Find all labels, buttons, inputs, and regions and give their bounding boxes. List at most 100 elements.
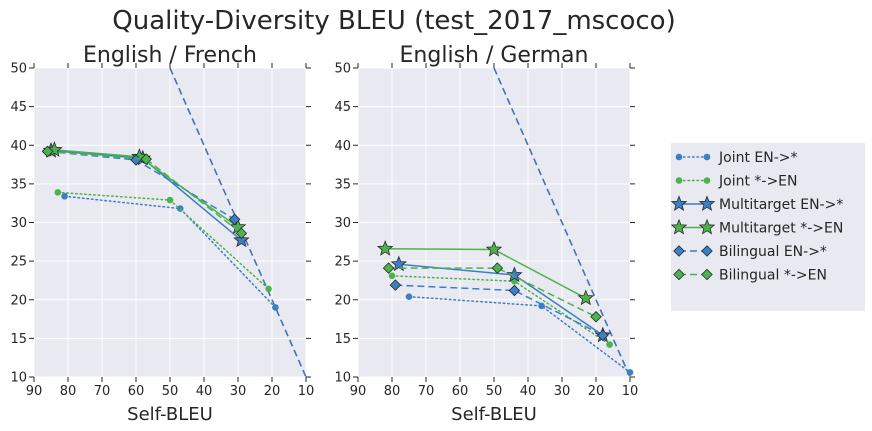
- legend-item-joint-en-to-x: Joint EN->*: [675, 150, 798, 166]
- y-tick-label: 20: [334, 293, 351, 308]
- series-joint-x-to-en: [54, 189, 272, 293]
- x-tick-label: 50: [486, 384, 503, 399]
- series-multitarget-x-to-en: [376, 240, 595, 306]
- data-point: [54, 189, 62, 196]
- legend-marker: [675, 153, 683, 161]
- x-tick-label: 80: [384, 384, 401, 399]
- legend-marker: [703, 177, 711, 184]
- data-point: [233, 231, 250, 248]
- legend-marker: [703, 153, 711, 161]
- y-tick-label: 40: [10, 139, 27, 154]
- legend-marker: [675, 177, 683, 184]
- y-tick-label: 35: [334, 177, 351, 192]
- data-point: [538, 302, 545, 310]
- data-point: [382, 262, 395, 274]
- y-tick-label: 45: [10, 100, 27, 115]
- legend-label: Joint *->EN: [718, 174, 798, 190]
- series-line: [47, 150, 242, 234]
- x-axis-label-english-german: Self-BLEU: [451, 404, 537, 425]
- legend-label: Multitarget EN->*: [719, 197, 843, 213]
- data-point: [265, 285, 272, 293]
- data-point: [376, 240, 394, 256]
- y-tick-label: 20: [10, 293, 27, 308]
- data-point: [389, 279, 402, 291]
- data-point: [506, 266, 523, 283]
- y-tick-label: 15: [10, 332, 27, 347]
- legend-label: Multitarget *->EN: [719, 221, 843, 237]
- data-point: [626, 369, 634, 376]
- figure-title: Quality-Diversity BLEU (test_2017_mscoco…: [112, 6, 675, 36]
- panel-title-english-german: English / German: [400, 43, 589, 68]
- data-point: [597, 329, 609, 342]
- series-line: [388, 267, 597, 318]
- axes-english-german: 90 80 70 60 50 40 30 20 10 10 15 20 25 30 35 40 45 50: [334, 62, 638, 400]
- x-tick-label: 40: [520, 384, 537, 399]
- data-point: [491, 262, 504, 274]
- panel-english-german: 90 80 70 60 50 40 30 20 10 10 15 20 25 30 35 40 45 50 Eng…: [334, 43, 638, 425]
- data-point: [405, 293, 413, 300]
- legend: Joint EN->* Joint *->EN Multitarget EN->* M…: [670, 143, 865, 311]
- panel-title-english-french: English / French: [83, 43, 257, 68]
- data-point: [485, 240, 503, 257]
- y-tick-label: 15: [334, 332, 351, 347]
- y-tick-label: 25: [10, 255, 27, 270]
- legend-label: Bilingual EN->*: [719, 244, 827, 260]
- series-english-french: [41, 141, 279, 311]
- legend-label: Joint EN->*: [718, 150, 798, 166]
- diagonal-reference-english-german: [493, 67, 631, 378]
- y-tick-label: 30: [10, 216, 27, 231]
- x-tick-label: 20: [264, 384, 281, 399]
- data-point: [577, 289, 595, 306]
- x-tick-label: 70: [418, 384, 435, 399]
- axes-english-french: 90 80 70 60 50 40 30 20 10 10 15 20 25 30 35 40 45 50: [10, 62, 314, 400]
- data-point: [606, 341, 613, 348]
- y-tick-label: 35: [10, 177, 27, 192]
- legend-marker: [670, 218, 688, 235]
- x-tick-label: 50: [162, 384, 179, 399]
- legend-marker: [673, 245, 685, 257]
- data-point: [235, 227, 248, 240]
- legend-label: Bilingual *->EN: [719, 268, 827, 284]
- data-point: [166, 196, 174, 204]
- x-tick-label: 90: [350, 384, 367, 399]
- data-point: [41, 145, 54, 158]
- legend-item-bilingual-x-to-en: Bilingual *->EN: [673, 268, 827, 284]
- legend-item-joint-x-to-en: Joint *->EN: [675, 174, 798, 190]
- x-tick-label: 80: [60, 384, 77, 399]
- data-point: [508, 284, 521, 297]
- x-tick-label: 30: [230, 384, 247, 399]
- legend-marker: [701, 268, 713, 281]
- x-tick-label: 60: [452, 384, 469, 399]
- series-bilingual-en-to-x: [389, 279, 609, 342]
- y-tick-label: 50: [334, 62, 351, 77]
- y-tick-label: 10: [10, 371, 27, 386]
- x-axis-label-english-french: Self-BLEU: [127, 404, 213, 425]
- y-tick-label: 25: [334, 255, 351, 270]
- series-bilingual-x-to-en: [382, 262, 602, 323]
- data-point: [272, 304, 279, 311]
- legend-marker: [698, 218, 716, 235]
- series-joint-en-to-x: [405, 293, 634, 376]
- y-tick-label: 40: [334, 139, 351, 154]
- x-tick-label: 30: [554, 384, 571, 399]
- y-tick-label: 45: [334, 100, 351, 115]
- x-tick-label: 10: [622, 384, 639, 399]
- x-tick-label: 10: [298, 384, 315, 399]
- data-point: [590, 310, 602, 323]
- legend-item-bilingual-en-to-x: Bilingual EN->*: [673, 244, 827, 260]
- panel-english-french: 90 80 70 60 50 40 30 20 10 10 15 20 25 30 35 40 45 50 Eng…: [10, 43, 314, 425]
- x-tick-label: 70: [94, 384, 111, 399]
- series-line: [395, 284, 604, 336]
- data-point: [61, 192, 68, 200]
- legend-item-multitarget-en-to-x: Multitarget EN->*: [670, 195, 843, 213]
- x-tick-label: 60: [128, 384, 145, 399]
- data-point: [390, 255, 408, 272]
- x-tick-label: 20: [588, 384, 605, 399]
- y-tick-label: 50: [10, 62, 27, 77]
- data-point: [140, 153, 152, 165]
- series-bilingual-x-to-en: [41, 145, 248, 240]
- data-point: [228, 213, 241, 226]
- y-tick-label: 30: [334, 216, 351, 231]
- series-english-german: [376, 240, 634, 376]
